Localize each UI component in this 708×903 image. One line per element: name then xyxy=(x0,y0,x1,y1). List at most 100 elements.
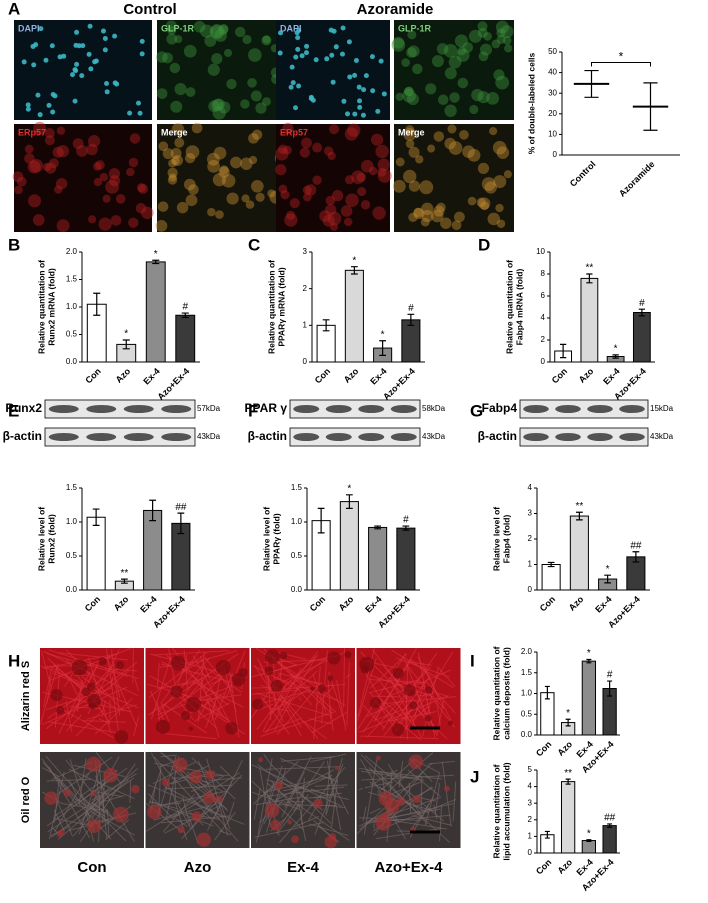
fiber xyxy=(111,649,121,716)
cell xyxy=(496,219,506,229)
cell xyxy=(57,54,63,60)
cell xyxy=(492,140,507,155)
cell xyxy=(213,98,225,111)
fiber xyxy=(360,770,425,781)
cell xyxy=(137,110,143,116)
significance: ## xyxy=(604,813,616,824)
fiber xyxy=(46,652,129,677)
fiber xyxy=(270,780,293,806)
column-label: Ex-4 xyxy=(287,859,319,876)
significance: # xyxy=(403,515,409,526)
fiber xyxy=(407,769,441,797)
band xyxy=(555,433,581,441)
fiber xyxy=(368,767,450,843)
error-bar xyxy=(317,507,325,534)
channel-label: GLP-1R xyxy=(161,23,195,33)
fiber xyxy=(326,804,346,809)
band xyxy=(619,433,645,441)
fiber xyxy=(391,649,454,688)
cell xyxy=(503,44,513,53)
cell xyxy=(14,185,23,195)
fiber xyxy=(149,675,229,720)
fiber xyxy=(281,771,305,818)
fiber xyxy=(279,761,325,827)
error-bar xyxy=(586,273,593,284)
fiber xyxy=(226,801,235,823)
y-tick-label: 4 xyxy=(528,782,533,791)
cell xyxy=(304,43,310,49)
fiber xyxy=(362,806,367,822)
cell xyxy=(363,73,369,79)
deposit xyxy=(264,666,274,676)
error-bar xyxy=(632,551,640,563)
cell xyxy=(454,211,465,223)
significance: * xyxy=(587,828,591,839)
micrograph xyxy=(157,20,292,120)
cell xyxy=(360,112,366,118)
fiber xyxy=(277,672,324,685)
panel-label: E xyxy=(8,401,19,420)
y-axis-label: lipid accumulation (fold) xyxy=(501,762,511,860)
cell xyxy=(204,34,217,47)
cell xyxy=(129,133,141,144)
cell xyxy=(215,210,224,219)
band xyxy=(161,405,192,413)
band xyxy=(48,433,79,441)
significance: * xyxy=(619,50,624,64)
deposit xyxy=(317,684,327,693)
cell xyxy=(347,123,361,137)
cell xyxy=(343,217,353,227)
cell xyxy=(235,26,246,38)
deposit xyxy=(409,701,418,710)
y-tick-label: 1.5 xyxy=(521,668,533,677)
cell xyxy=(283,145,293,155)
cell xyxy=(33,42,39,48)
deposit xyxy=(203,792,216,805)
fiber xyxy=(383,674,432,736)
cell xyxy=(185,194,198,207)
fiber xyxy=(183,649,188,690)
micrograph xyxy=(394,124,514,232)
y-tick-label: 30 xyxy=(548,88,557,97)
cell xyxy=(95,160,105,170)
cell xyxy=(185,87,196,97)
cell xyxy=(392,179,406,193)
cell xyxy=(135,203,147,214)
deposit xyxy=(291,835,299,844)
cell xyxy=(420,217,430,227)
deposit xyxy=(375,814,392,831)
fiber xyxy=(78,763,102,835)
y-tick-label: 0 xyxy=(528,585,533,594)
deposit xyxy=(378,791,394,806)
cell xyxy=(352,111,358,117)
cell xyxy=(372,206,386,220)
fiber xyxy=(256,651,319,731)
cell xyxy=(162,148,174,160)
fiber xyxy=(369,807,381,814)
cell xyxy=(467,148,481,162)
error-bar xyxy=(544,830,550,839)
cell xyxy=(16,176,27,187)
y-axis-label: Runx2 (fold) xyxy=(46,514,56,564)
cell xyxy=(401,58,411,67)
cell xyxy=(191,122,203,134)
fiber xyxy=(343,648,346,709)
significance: * xyxy=(566,708,570,719)
x-tick-label: Con xyxy=(534,739,553,758)
bar xyxy=(86,516,106,591)
fiber xyxy=(362,695,390,733)
y-tick-label: 8 xyxy=(541,269,546,278)
significance: # xyxy=(182,302,188,313)
cell xyxy=(170,100,183,113)
cell xyxy=(207,159,220,173)
cell xyxy=(495,203,504,213)
cell xyxy=(168,173,177,182)
fiber xyxy=(251,689,299,695)
fiber xyxy=(452,781,457,822)
deposit xyxy=(412,795,421,804)
cell xyxy=(102,36,108,42)
cell xyxy=(329,52,335,58)
fiber xyxy=(46,687,112,710)
cell xyxy=(277,144,288,155)
